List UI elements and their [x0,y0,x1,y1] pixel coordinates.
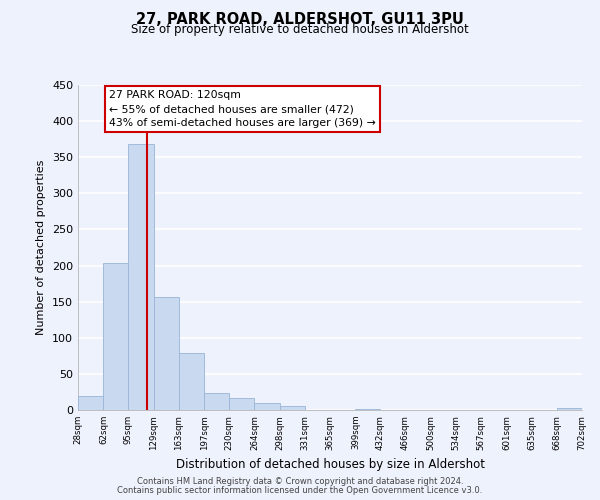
Text: 27 PARK ROAD: 120sqm
← 55% of detached houses are smaller (472)
43% of semi-deta: 27 PARK ROAD: 120sqm ← 55% of detached h… [109,90,376,128]
Y-axis label: Number of detached properties: Number of detached properties [37,160,46,335]
Text: 27, PARK ROAD, ALDERSHOT, GU11 3PU: 27, PARK ROAD, ALDERSHOT, GU11 3PU [136,12,464,28]
Bar [103,264,128,410]
Bar [154,298,179,410]
Bar [179,353,205,410]
Bar [205,394,229,410]
X-axis label: Distribution of detached houses by size in Aldershot: Distribution of detached houses by size … [176,458,485,471]
Bar [280,406,305,410]
Bar [355,408,380,410]
Text: Contains HM Land Registry data © Crown copyright and database right 2024.: Contains HM Land Registry data © Crown c… [137,477,463,486]
Bar [128,144,154,410]
Bar [78,396,103,410]
Text: Size of property relative to detached houses in Aldershot: Size of property relative to detached ho… [131,22,469,36]
Bar [254,403,280,410]
Text: Contains public sector information licensed under the Open Government Licence v3: Contains public sector information licen… [118,486,482,495]
Bar [557,408,582,410]
Bar [229,398,254,410]
